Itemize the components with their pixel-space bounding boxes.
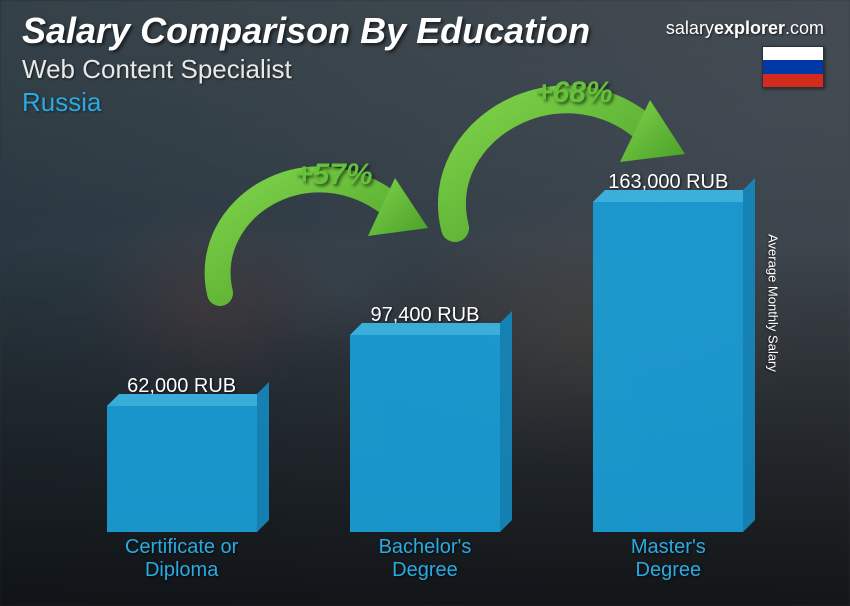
category-1-line2: Diploma (145, 559, 218, 581)
bar-1 (107, 406, 257, 532)
brand-logo: salaryexplorer.com (666, 18, 824, 39)
bar-1-top (107, 394, 269, 406)
category-3: Master's Degree (583, 536, 753, 588)
bars-row: 62,000 RUB 97,400 RUB 163,000 RUB (60, 172, 790, 532)
bar-wrap-1: 62,000 RUB (97, 375, 267, 532)
bar-2-side (500, 311, 512, 532)
category-3-line1: Master's (631, 536, 706, 558)
flag-stripe-3 (763, 74, 823, 87)
bar-3-side (743, 178, 755, 532)
flag-stripe-2 (763, 60, 823, 73)
category-labels: Certificate or Diploma Bachelor's Degree… (60, 536, 790, 588)
bar-3-top (593, 190, 755, 202)
brand-part1: salary (666, 18, 714, 38)
category-3-line2: Degree (636, 559, 702, 581)
bar-wrap-2: 97,400 RUB (340, 304, 510, 532)
brand-part3: .com (785, 18, 824, 38)
category-2: Bachelor's Degree (340, 536, 510, 588)
category-2-line1: Bachelor's (379, 536, 472, 558)
country-label: Russia (22, 87, 828, 118)
category-1-line1: Certificate or (125, 536, 238, 558)
category-2-line2: Degree (392, 559, 458, 581)
flag-stripe-1 (763, 47, 823, 60)
country-flag (762, 46, 824, 88)
bar-chart: +57% +68% 62,000 RUB 97,400 RUB (60, 128, 790, 588)
bar-2 (350, 335, 500, 532)
brand-part2: explorer (714, 18, 785, 38)
bar-wrap-3: 163,000 RUB (583, 171, 753, 532)
delta-label-2: +68% (535, 76, 613, 110)
bar-2-top (350, 323, 512, 335)
job-subtitle: Web Content Specialist (22, 54, 828, 85)
category-1: Certificate or Diploma (97, 536, 267, 588)
bar-1-side (257, 382, 269, 532)
bar-3 (593, 202, 743, 532)
